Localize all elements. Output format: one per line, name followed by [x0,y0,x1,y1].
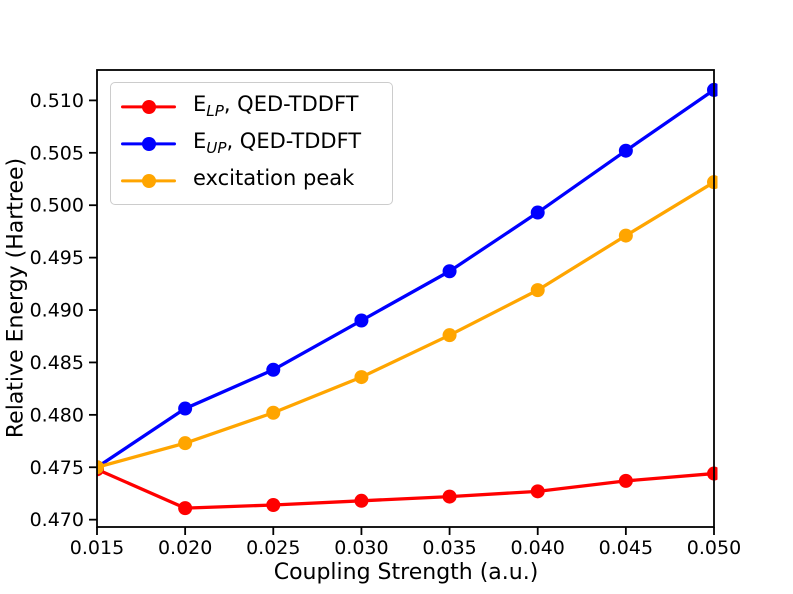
legend-item-eup: EUP, QED-TDDFT [121,125,382,162]
series-excitation-peak-line [97,180,716,469]
series-excitation-peak-point [266,405,281,420]
series-excitation-peak-point [530,283,545,298]
legend-box: ELP, QED-TDDFT EUP, QED-TDDFT excitation… [110,82,393,205]
legend-marker-dot [141,136,156,151]
legend-line-marker-red [121,98,176,116]
series-e-up-qed-tddft-point [442,264,457,279]
series-e-lp-qed-tddft-point [618,473,633,488]
legend-line-marker-blue [121,135,176,153]
series-excitation-peak-point [178,436,193,451]
series-e-up-qed-tddft-point [178,401,193,416]
y-tick-label: 0.500 [30,195,84,217]
series-excitation-peak-point [354,370,369,385]
y-tick-label: 0.475 [30,457,84,479]
series-e-lp-qed-tddft-line [97,467,716,510]
legend-marker-dot [141,99,156,114]
x-tick-label: 0.015 [70,537,124,559]
plot-frame [96,69,715,528]
y-tick-label: 0.505 [30,142,84,164]
y-tick-label: 0.480 [30,404,84,426]
legend-label-eup: EUP, QED-TDDFT [193,128,362,158]
legend-label-elp: ELP, QED-TDDFT [193,91,359,121]
x-tick-label: 0.045 [599,537,653,559]
series-e-up-qed-tddft [97,82,718,475]
legend-item-elp: ELP, QED-TDDFT [121,88,382,125]
series-e-up-qed-tddft-point [354,313,369,328]
legend-item-excitation-peak: excitation peak [121,162,382,199]
y-axis-label: Relative Energy (Hartree) [3,157,29,439]
y-tick-label: 0.485 [30,352,84,374]
x-tick-label: 0.025 [246,537,300,559]
y-tick-label: 0.510 [30,90,84,112]
series-e-lp-qed-tddft [97,462,718,516]
series-e-up-qed-tddft-point [266,362,281,377]
x-tick-label: 0.040 [511,537,565,559]
legend-line-marker-orange [121,172,176,190]
series-e-lp-qed-tddft-point [266,497,281,512]
x-tick-label: 0.020 [158,537,212,559]
x-tick-label: 0.035 [422,537,476,559]
x-tick-label: 0.050 [687,537,741,559]
legend-marker-dot [141,173,156,188]
legend-label-excitation-peak: excitation peak [193,165,355,190]
x-axis-label: Coupling Strength (a.u.) [273,560,539,585]
series-excitation-peak-point [442,328,457,343]
series-excitation-peak [97,175,718,475]
series-excitation-peak-point [97,460,104,475]
y-tick-label: 0.490 [30,300,84,322]
y-tick-label: 0.470 [30,509,84,531]
series-excitation-peak-point [618,228,633,243]
series-e-lp-qed-tddft-point [442,489,457,504]
series-e-up-qed-tddft-point [618,143,633,158]
series-e-up-qed-tddft-line [97,88,716,469]
x-tick-label: 0.030 [334,537,388,559]
series-e-lp-qed-tddft-point [178,501,193,516]
y-tick-label: 0.495 [30,247,84,269]
series-e-lp-qed-tddft-point [530,484,545,499]
series-e-up-qed-tddft-point [530,205,545,220]
series-e-lp-qed-tddft-point [354,493,369,508]
